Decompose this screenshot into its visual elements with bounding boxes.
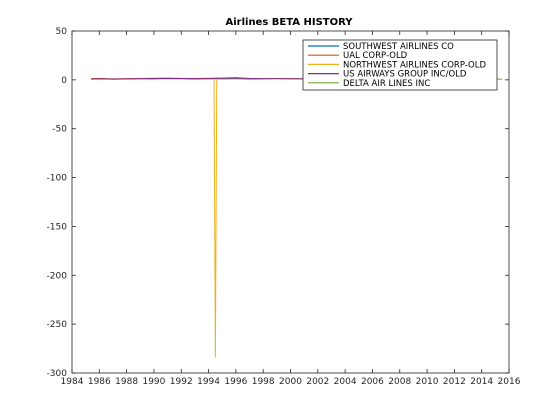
x-tick-label: 1996 bbox=[224, 377, 247, 387]
x-tick-label: 1990 bbox=[142, 377, 165, 387]
x-tick-label: 2012 bbox=[443, 377, 466, 387]
chart-title: Airlines BETA HISTORY bbox=[225, 17, 353, 28]
legend-label-1: SOUTHWEST AIRLINES CO bbox=[343, 42, 454, 52]
y-tick-label: -150 bbox=[47, 222, 68, 232]
series-line-3 bbox=[211, 77, 305, 358]
y-tick-label: 50 bbox=[56, 27, 68, 37]
legend-label-5: DELTA AIR LINES INC bbox=[343, 79, 430, 89]
x-tick-label: 2002 bbox=[306, 377, 329, 387]
legend-label-3: NORTHWEST AIRLINES CORP-OLD bbox=[343, 60, 486, 70]
x-tick-label: 1994 bbox=[197, 377, 220, 387]
x-tick-label: 2004 bbox=[334, 377, 357, 387]
y-tick-label: -100 bbox=[47, 174, 68, 184]
x-tick-label: 2010 bbox=[416, 377, 439, 387]
axes: 1984 1986 1988 1990 1992 1994 1996 1998 2000 2002… bbox=[47, 27, 521, 387]
x-tick-label: 1984 bbox=[61, 377, 84, 387]
legend-label-2: UAL CORP-OLD bbox=[343, 51, 408, 61]
y-tick-label: -300 bbox=[47, 369, 68, 379]
x-tick-label: 2008 bbox=[388, 377, 411, 387]
x-tick-label: 1986 bbox=[88, 377, 111, 387]
x-tick-label: 2000 bbox=[279, 377, 302, 387]
x-tick-label: 2006 bbox=[361, 377, 384, 387]
x-tick-label: 1988 bbox=[115, 377, 138, 387]
y-tick-label: -50 bbox=[52, 125, 67, 135]
x-tick-label: 2014 bbox=[470, 377, 493, 387]
y-tick-label: 0 bbox=[61, 76, 67, 86]
series-line-4 bbox=[91, 77, 305, 80]
plot-area bbox=[91, 77, 503, 358]
x-tick-label: 1992 bbox=[170, 377, 193, 387]
legend-label-4: US AIRWAYS GROUP INC/OLD bbox=[343, 70, 467, 80]
x-tick-label: 2016 bbox=[498, 377, 521, 387]
x-tick-label: 1998 bbox=[252, 377, 275, 387]
y-tick-label: -250 bbox=[47, 320, 68, 330]
y-tick-label: -200 bbox=[47, 271, 68, 281]
